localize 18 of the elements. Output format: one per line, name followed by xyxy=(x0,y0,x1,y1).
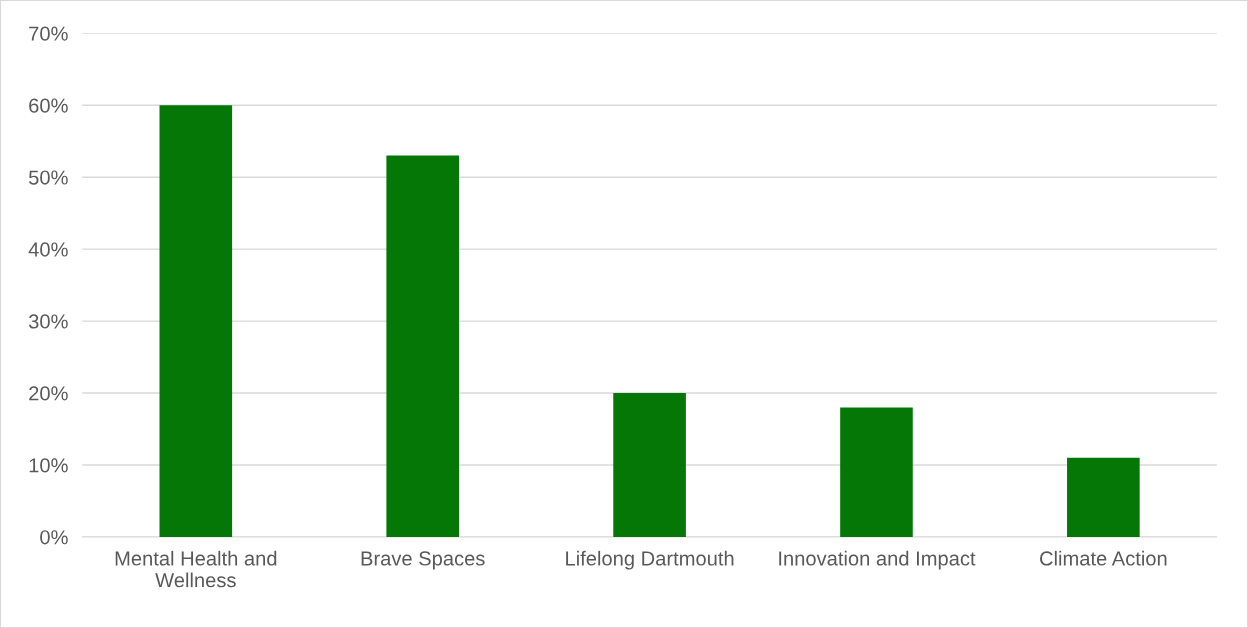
x-tick-label: Mental Health and Wellness xyxy=(115,550,277,588)
x-tick-label: Climate Action xyxy=(1040,550,1167,566)
y-tick-label: 20% xyxy=(29,386,68,401)
bar xyxy=(386,155,459,537)
x-tick-label: Lifelong Dartmouth xyxy=(566,550,734,570)
bar xyxy=(840,407,913,537)
x-tick-label: Innovation and Impact xyxy=(779,550,976,570)
y-tick-label: 40% xyxy=(28,242,68,257)
y-tick-label: 0% xyxy=(40,530,68,545)
y-tick-label: 50% xyxy=(28,170,68,185)
y-tick-label: 10% xyxy=(29,458,68,473)
y-tick-label: 70% xyxy=(29,26,68,41)
y-tick-label: 30% xyxy=(28,314,68,329)
x-tick-label: Brave Spaces xyxy=(361,551,485,570)
bar xyxy=(159,105,233,537)
bar xyxy=(1067,457,1140,537)
y-tick-label: 60% xyxy=(29,98,68,113)
bar xyxy=(613,393,686,537)
